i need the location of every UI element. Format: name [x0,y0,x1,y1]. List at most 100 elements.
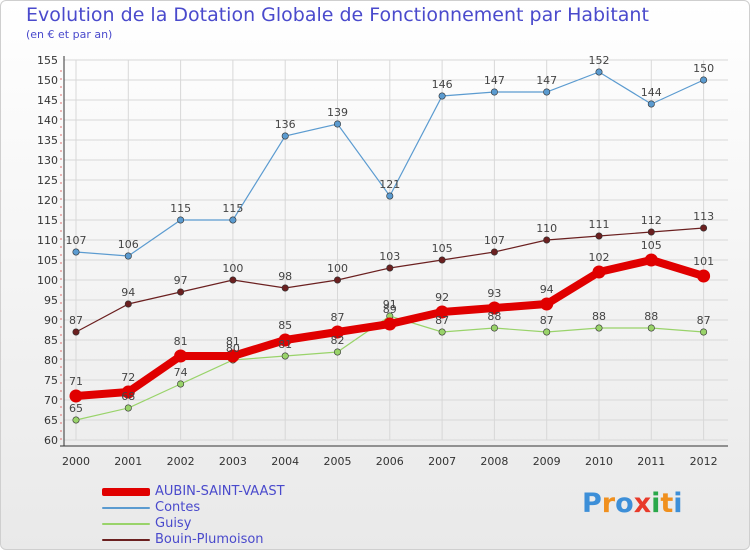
y-tick-label: 145 [37,94,58,107]
data-point-guisy [177,380,185,388]
data-point-guisy [281,352,289,360]
y-tick-label: 110 [37,234,58,247]
data-label: 121 [379,178,400,191]
data-label: 110 [536,222,557,235]
data-label: 103 [379,250,400,263]
proxiti-logo: Proxiti [582,488,683,519]
data-label: 147 [536,74,557,87]
x-tick-label: 2009 [533,455,561,468]
y-tick-label: 120 [37,194,58,207]
logo-letter: i [651,488,661,519]
data-label: 100 [327,262,348,275]
data-point-bouin [386,264,394,272]
y-tick-label: 70 [44,394,58,407]
axes: 60 65 70 75 80 85 90 95 100 105 110 115 120 125 130 135… [37,54,728,468]
data-point-guisy [490,324,498,332]
data-label: 152 [589,54,610,67]
logo-letter: o [615,488,634,519]
data-label: 87 [331,311,345,324]
data-label: 93 [487,287,501,300]
y-tick-label: 85 [44,334,58,347]
legend-label: Bouin-Plumoison [155,532,264,547]
logo-letter: i [673,488,683,519]
data-point-bouin [647,228,655,236]
data-label: 72 [121,371,135,384]
data-label: 97 [174,274,188,287]
data-label: 146 [432,78,453,91]
data-label: 113 [693,210,714,223]
logo-letter: P [582,488,602,519]
data-label: 106 [118,238,139,251]
data-point-guisy [438,328,446,336]
data-point-bouin [177,288,185,296]
data-label: 81 [278,338,292,351]
legend-swatch-contes [102,507,150,509]
data-point-bouin [333,276,341,284]
x-tick-label: 2002 [167,455,195,468]
legend-label: Guisy [155,516,192,531]
data-point-guisy [700,328,708,336]
data-label: 105 [641,239,662,252]
data-point-contes [177,216,185,224]
y-tick-label: 140 [37,114,58,127]
y-tick-label: 105 [37,254,58,267]
data-label: 102 [589,251,610,264]
series-lines [69,68,711,424]
data-point-contes [438,92,446,100]
data-label: 87 [540,314,554,327]
y-tick-label: 75 [44,374,58,387]
data-label: 89 [383,303,397,316]
grid-lines [64,59,728,441]
logo-letter: t [660,488,674,519]
legend-swatch-guisy [102,523,150,525]
y-tick-label: 115 [37,214,58,227]
data-label: 87 [69,314,83,327]
data-label: 112 [641,214,662,227]
data-point-contes [124,252,132,260]
x-tick-label: 2001 [114,455,142,468]
data-label: 88 [644,310,658,323]
x-tick-label: 2008 [480,455,508,468]
data-point-aubin [174,349,188,363]
y-tick-label: 135 [37,134,58,147]
data-label: 81 [226,335,240,348]
data-point-aubin [331,325,344,339]
data-point-contes [543,88,551,96]
x-tick-label: 2011 [637,455,665,468]
data-point-aubin [69,389,83,403]
data-label: 74 [174,366,188,379]
data-label: 82 [331,334,345,347]
data-label: 81 [174,335,188,348]
data-point-contes [700,76,708,84]
data-label: 150 [693,62,714,75]
data-label: 98 [278,270,292,283]
x-tick-label: 2000 [62,455,90,468]
x-tick-label: 2012 [690,455,718,468]
data-label: 65 [69,402,83,415]
data-label: 71 [69,375,83,388]
data-label: 94 [121,286,135,299]
data-point-aubin [383,317,397,331]
data-point-bouin [543,236,551,244]
data-point-bouin [700,224,708,232]
data-point-guisy [647,324,655,332]
data-label: 105 [432,242,453,255]
logo-letter: r [601,488,616,519]
data-point-aubin [697,269,711,283]
data-label: 111 [589,218,610,231]
data-point-aubin [435,305,449,319]
data-point-contes [281,132,289,140]
data-point-contes [333,120,341,128]
data-label: 139 [327,106,348,119]
data-label: 80 [226,342,240,355]
data-point-bouin [124,300,132,308]
data-label: 115 [222,202,243,215]
data-point-bouin [438,256,446,264]
data-label: 91 [383,298,397,311]
x-tick-label: 2003 [219,455,247,468]
data-label: 87 [697,314,711,327]
data-point-bouin [281,284,289,292]
y-tick-label: 80 [44,354,58,367]
data-label: 107 [66,234,87,247]
